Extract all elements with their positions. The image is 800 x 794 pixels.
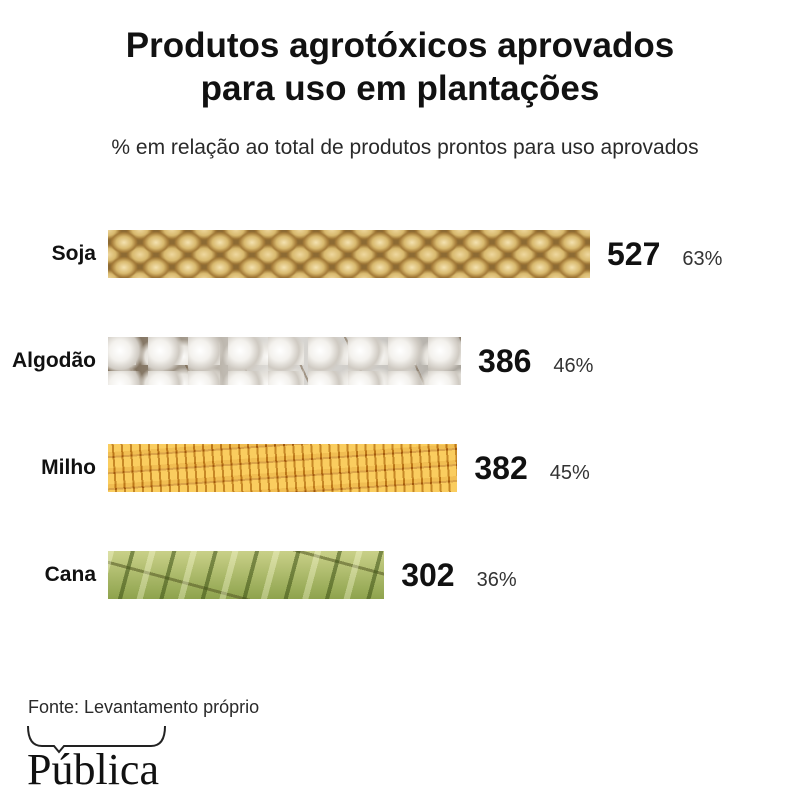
value-label-soja: 527 xyxy=(607,236,661,272)
value-label-algodao: 386 xyxy=(478,343,532,379)
bar-cana xyxy=(108,551,385,599)
logo-speech-bracket xyxy=(27,725,166,754)
source-note: Fonte: Levantamento próprio xyxy=(28,697,260,717)
data-labels-milho: 382 45% xyxy=(474,444,589,492)
bar-row-cana: Cana 302 36% xyxy=(0,551,800,599)
category-label-milho: Milho xyxy=(41,456,96,479)
bar-row-soja: Soja 527 63% xyxy=(0,230,800,278)
bar-row-algodao: Algodão 386 46% xyxy=(0,337,800,385)
percent-label-algodao: 46% xyxy=(553,355,594,377)
percent-label-cana: 36% xyxy=(476,569,517,591)
percent-label-milho: 45% xyxy=(549,462,590,484)
bar-row-milho: Milho 382 45% xyxy=(0,444,800,492)
chart-subtitle: % em relação ao total de produtos pronto… xyxy=(111,136,699,159)
publica-logo: Pública xyxy=(27,745,159,794)
percent-label-soja: 63% xyxy=(682,248,723,270)
bar-algodao xyxy=(108,337,462,385)
data-labels-soja: 527 63% xyxy=(607,230,722,278)
value-label-milho: 382 xyxy=(474,450,528,486)
bar-milho xyxy=(108,444,458,492)
category-label-cana: Cana xyxy=(44,563,96,586)
data-labels-cana: 302 36% xyxy=(401,551,516,599)
category-label-soja: Soja xyxy=(51,242,96,265)
value-label-cana: 302 xyxy=(401,557,455,593)
chart-title: Produtos agrotóxicos aprovados para uso … xyxy=(125,26,675,108)
bar-soja xyxy=(108,230,590,278)
data-labels-algodao: 386 46% xyxy=(478,337,593,385)
category-label-algodao: Algodão xyxy=(12,349,96,372)
